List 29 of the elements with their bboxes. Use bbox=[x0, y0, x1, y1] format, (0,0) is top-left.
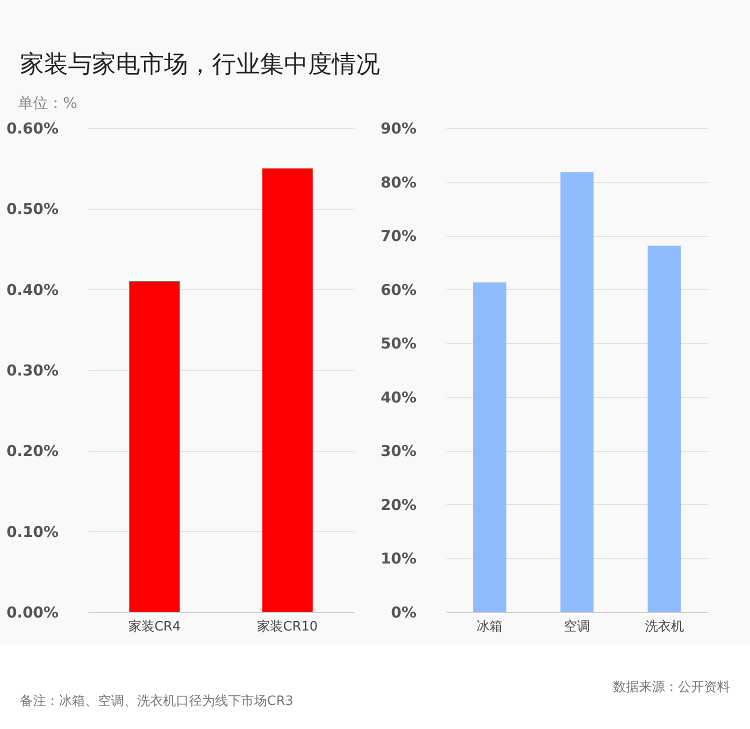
y-tick-label: 60% bbox=[380, 280, 416, 299]
x-tick-label: 洗衣机 bbox=[644, 620, 684, 634]
y-tick-label: 0.10% bbox=[6, 522, 58, 541]
y-tick-label: 0.50% bbox=[6, 200, 58, 218]
y-tick-label: 0.30% bbox=[6, 362, 58, 380]
y-tick-label: 80% bbox=[380, 173, 416, 192]
text: 备注：冰箱、空调、洗衣机口径为线下市场CR3 bbox=[20, 693, 294, 710]
y-tick-label: 0.40% bbox=[6, 280, 58, 299]
bar bbox=[648, 246, 681, 612]
y-tick-label: 50% bbox=[380, 334, 416, 353]
y-axis-title: 单位：% bbox=[18, 94, 78, 113]
y-tick-label: 90% bbox=[380, 120, 416, 138]
y-tick-label: 30% bbox=[380, 442, 416, 460]
y-tick-label: 0.00% bbox=[6, 604, 58, 622]
y-tick-label: 0.20% bbox=[6, 442, 58, 460]
chart-title: 家装与家电市场，行业集中度情况 bbox=[20, 49, 380, 80]
y-tick-label: 70% bbox=[380, 227, 416, 246]
x-tick-label: 冰箱 bbox=[476, 620, 503, 634]
source-note: 数据来源：公开资料 bbox=[613, 679, 730, 696]
y-tick-label: 0.60% bbox=[6, 120, 58, 138]
y-tick-label: 40% bbox=[380, 388, 416, 406]
x-tick-label: 家装CR10 bbox=[257, 618, 318, 634]
x-tick-label: 家装CR4 bbox=[128, 618, 181, 634]
x-tick-label: 空调 bbox=[564, 620, 590, 634]
bar bbox=[473, 282, 506, 612]
y-tick-label: 10% bbox=[380, 550, 416, 568]
bar bbox=[560, 172, 594, 612]
y-tick-label: 20% bbox=[380, 496, 416, 514]
y-tick-label: 0% bbox=[391, 604, 416, 622]
